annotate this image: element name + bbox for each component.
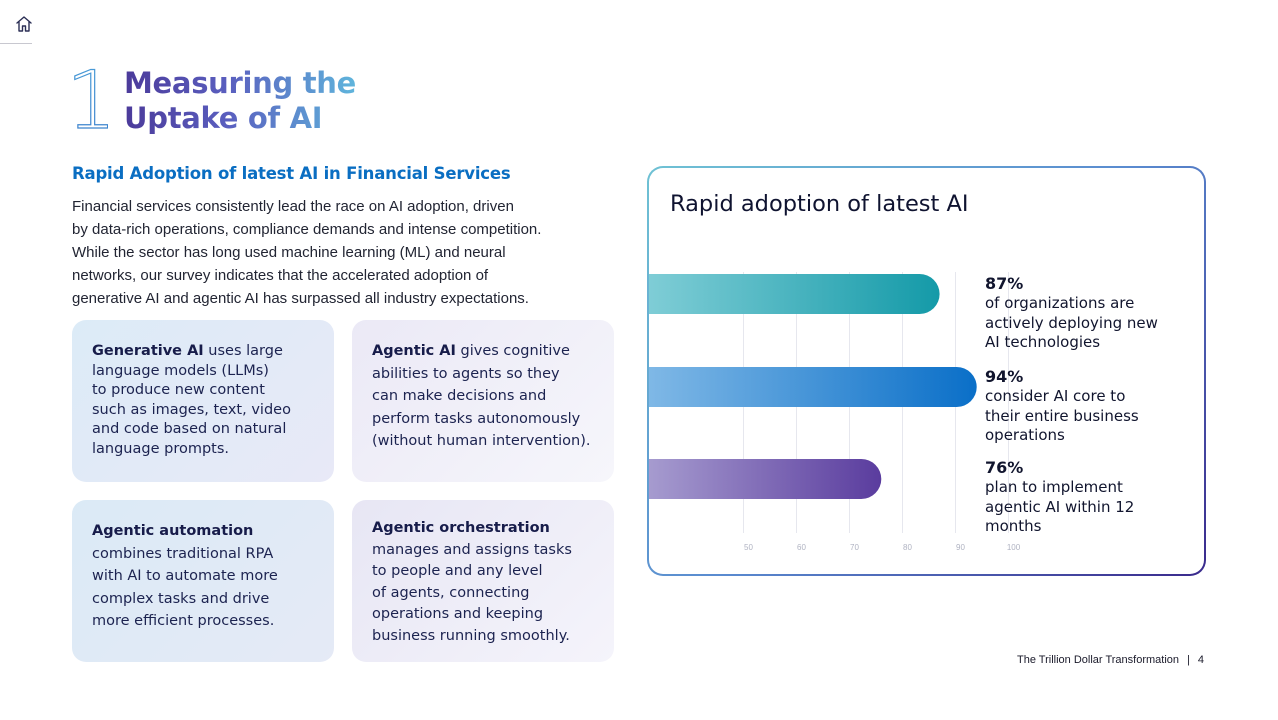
stat-block: 94% consider AI core to their entire bus… <box>985 367 1195 446</box>
page-title-line: Measuring the <box>124 66 357 100</box>
bar <box>649 459 882 499</box>
page-title: Measuring the Uptake of AI <box>124 66 356 136</box>
card-agentic-ai: Agentic AI gives cognitive abilities to … <box>352 320 614 482</box>
card-generative-ai: Generative AI uses large language models… <box>72 320 334 482</box>
card-text: to produce new content <box>92 382 265 398</box>
card-text: of agents, connecting <box>372 584 530 601</box>
stat-block: 87% of organizations are actively deploy… <box>985 274 1195 353</box>
x-tick-label: 70 <box>850 543 859 552</box>
card-text: can make decisions and <box>372 388 547 404</box>
bar <box>649 274 940 314</box>
card-text: such as images, text, video <box>92 401 291 418</box>
card-text: operations and keeping <box>372 606 544 622</box>
card-text: language prompts. <box>92 440 230 457</box>
footer: The Trillion Dollar Transformation | 4 <box>1017 654 1204 666</box>
bar <box>649 367 977 407</box>
card-term: Agentic orchestration <box>372 520 550 536</box>
home-icon <box>16 16 32 32</box>
home-divider <box>0 43 32 44</box>
stat-text: agentic AI within 12 <box>985 497 1135 516</box>
intro-line: generative AI and agentic AI has surpass… <box>72 290 529 307</box>
card-text: (without human intervention). <box>372 433 591 449</box>
card-text: perform tasks autonomously <box>372 410 581 427</box>
card-text: combines traditional RPA <box>92 545 274 562</box>
stat-text: plan to implement <box>985 478 1123 496</box>
card-text: language models (LLMs) <box>92 362 269 379</box>
stat-text: months <box>985 517 1042 535</box>
card-text: more efficient processes. <box>92 613 275 629</box>
stat-text: operations <box>985 426 1065 444</box>
card-term: Agentic automation <box>92 523 254 539</box>
intro-line: networks, our survey indicates that the … <box>72 267 489 284</box>
page-number: 4 <box>1197 654 1204 666</box>
card-text: to people and any level <box>372 563 543 579</box>
intro-paragraph: Financial services consistently lead the… <box>72 195 572 310</box>
bar-chart: 50 60 70 80 90 100 <box>649 272 1021 552</box>
footer-title: The Trillion Dollar Transformation <box>1017 654 1180 666</box>
chart-card: Rapid adoption of latest AI 50 60 70 80 90 10… <box>647 166 1206 576</box>
stat-text: their entire business <box>985 406 1139 425</box>
x-tick-label: 60 <box>797 543 806 552</box>
stat-text: consider AI core to <box>985 387 1126 405</box>
intro-line: While the sector has long used machine l… <box>72 244 506 261</box>
stat-block: 76% plan to implement agentic AI within … <box>985 458 1195 537</box>
x-tick-label: 90 <box>956 543 965 552</box>
section-number: 1 <box>65 56 108 136</box>
intro-line: Financial services consistently lead the… <box>72 198 514 215</box>
stat-percent: 87% <box>985 274 1024 293</box>
page-title-line: Uptake of AI <box>124 101 323 135</box>
card-agentic-orchestration: Agentic orchestration manages and assign… <box>352 500 614 662</box>
intro-line: by data-rich operations, compliance dema… <box>72 221 542 238</box>
x-tick-label: 100 <box>1007 543 1021 552</box>
card-text: and code based on natural <box>92 421 287 437</box>
home-button[interactable] <box>14 14 34 34</box>
x-tick-label: 80 <box>903 543 912 552</box>
x-tick-label: 50 <box>744 543 753 552</box>
stat-text: actively deploying new <box>985 313 1158 332</box>
card-text: manages and assigns tasks <box>372 541 572 558</box>
chart-title: Rapid adoption of latest AI <box>670 191 969 217</box>
card-term: Agentic AI <box>372 343 456 359</box>
card-text: business running smoothly. <box>372 627 570 644</box>
footer-separator: | <box>1187 654 1190 666</box>
card-text: gives cognitive <box>455 343 570 359</box>
card-text: uses large <box>203 343 283 359</box>
svg-text:1: 1 <box>66 56 108 136</box>
card-agentic-automation: Agentic automation combines traditional … <box>72 500 334 662</box>
stat-percent: 76% <box>985 458 1024 477</box>
card-term: Generative AI <box>92 343 204 359</box>
stat-text: AI technologies <box>985 333 1101 351</box>
stat-percent: 94% <box>985 367 1024 386</box>
subheading: Rapid Adoption of latest AI in Financial… <box>72 164 511 183</box>
card-text: complex tasks and drive <box>92 590 270 607</box>
stat-text: of organizations are <box>985 294 1135 312</box>
card-text: with AI to automate more <box>92 568 278 584</box>
card-text: abilities to agents so they <box>372 365 560 382</box>
